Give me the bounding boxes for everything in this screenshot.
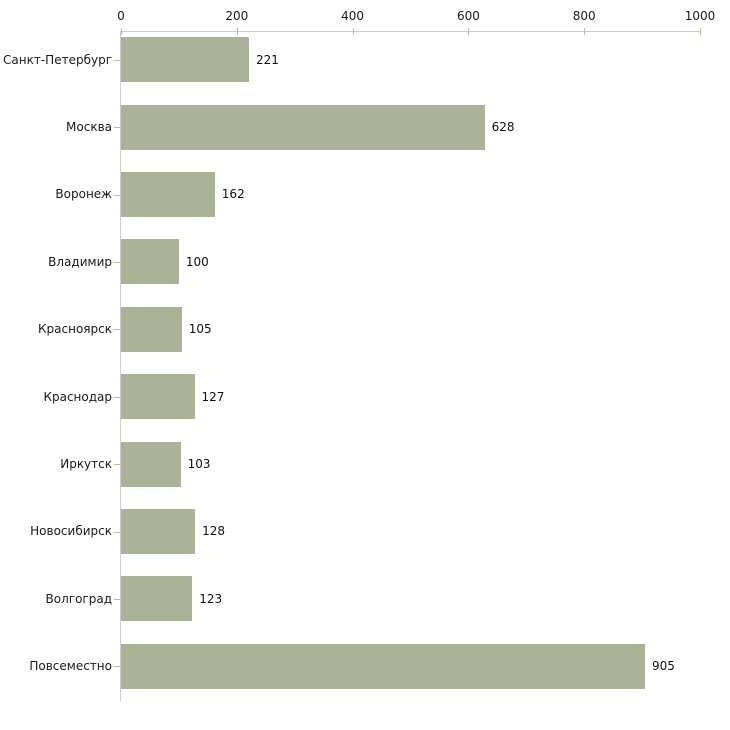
chart-row: 128 (121, 498, 700, 565)
y-tick-mark (114, 598, 120, 600)
plot-area: 221 628 162 100 105 127 103 128 123 905 (121, 26, 700, 700)
value-label: 905 (651, 659, 675, 674)
value-label: 221 (255, 52, 279, 67)
value-label: 123 (199, 591, 223, 606)
category-label: Иркутск (60, 457, 112, 472)
y-tick-mark (114, 261, 120, 263)
category-label: Москва (66, 120, 112, 135)
chart-row: 123 (121, 565, 700, 632)
bar (121, 104, 485, 150)
category-label: Новосибирск (30, 524, 112, 539)
category-label: Волгоград (45, 591, 112, 606)
category-label: Красноярск (38, 322, 112, 337)
x-tick-label: 0 (117, 9, 125, 23)
value-label: 105 (188, 322, 212, 337)
category-label: Повсеместно (29, 659, 112, 674)
x-tick-label: 200 (225, 9, 249, 23)
x-tick-mark (584, 28, 586, 35)
category-label: Воронеж (55, 187, 112, 202)
y-tick-mark (114, 329, 120, 331)
x-tick-mark (352, 28, 354, 35)
y-tick-mark (114, 464, 120, 466)
x-axis-line (120, 31, 700, 32)
value-label: 127 (201, 389, 225, 404)
x-tick-mark (236, 28, 238, 35)
value-label: 162 (221, 187, 245, 202)
value-label: 128 (202, 524, 226, 539)
y-tick-mark (114, 531, 120, 533)
category-label: Краснодар (43, 389, 112, 404)
bar (121, 306, 182, 352)
chart-row: 103 (121, 430, 700, 497)
chart-row: 628 (121, 93, 700, 160)
x-tick-mark (700, 28, 701, 35)
chart-row: 105 (121, 296, 700, 363)
x-tick-label: 400 (341, 9, 365, 23)
y-tick-mark (114, 666, 120, 668)
chart-row: 905 (121, 633, 700, 700)
bar (121, 643, 645, 689)
y-tick-mark (114, 194, 120, 196)
x-tick-mark (468, 28, 470, 35)
x-tick-label: 1000 (684, 9, 716, 23)
chart-row: 127 (121, 363, 700, 430)
x-tick-mark (121, 28, 122, 35)
bar (121, 508, 196, 554)
y-tick-mark (114, 396, 120, 398)
y-axis-line (120, 31, 121, 701)
value-label: 103 (187, 457, 211, 472)
chart-row: 162 (121, 161, 700, 228)
chart-row: 100 (121, 228, 700, 295)
bar (121, 576, 193, 622)
bar (121, 37, 249, 83)
y-tick-mark (114, 127, 120, 129)
chart-row: 221 (121, 26, 700, 93)
bar (121, 171, 215, 217)
x-tick-label: 600 (456, 9, 480, 23)
bar (121, 239, 179, 285)
bar (121, 441, 181, 487)
category-label: Санкт-Петербург (3, 52, 112, 67)
category-label: Владимир (48, 254, 112, 269)
value-label: 100 (185, 254, 209, 269)
bar (121, 374, 195, 420)
y-tick-mark (114, 59, 120, 61)
value-label: 628 (491, 120, 515, 135)
x-tick-label: 800 (572, 9, 596, 23)
